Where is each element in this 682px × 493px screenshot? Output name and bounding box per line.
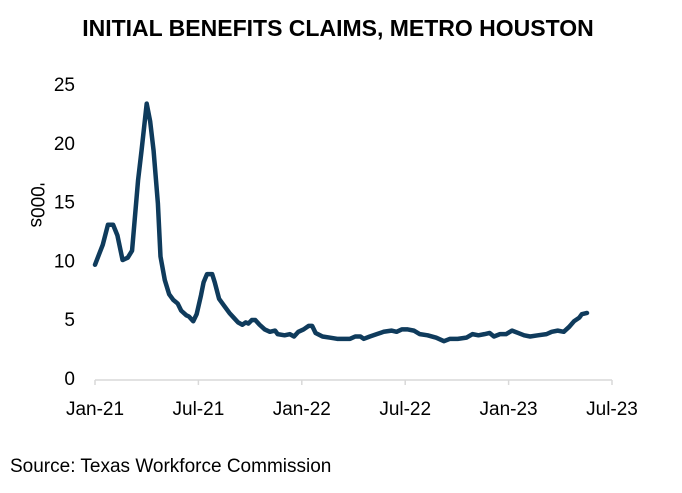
- x-tick-label: Jan-23: [480, 399, 538, 420]
- chart-title: INITIAL BENEFITS CLAIMS, METRO HOUSTON: [82, 15, 594, 41]
- y-tick-label: 15: [54, 193, 75, 214]
- y-tick-label: 10: [54, 251, 75, 272]
- x-tick-label: Jul-23: [586, 399, 638, 420]
- y-tick-label: 25: [54, 75, 75, 96]
- line: [92, 101, 590, 344]
- x-tick-label: Jan-21: [66, 399, 124, 420]
- y-tick-label: 5: [64, 310, 75, 331]
- x-tick-label: Jul-22: [379, 399, 431, 420]
- x-tick-label: Jul-21: [173, 399, 225, 420]
- y-axis-label: '000s: [26, 183, 47, 228]
- x-tick-label: Jan-22: [273, 399, 331, 420]
- y-tick-label: 0: [64, 369, 75, 390]
- source: Source: Texas Workforce Commission: [10, 456, 331, 477]
- y-tick-label: 20: [54, 134, 75, 155]
